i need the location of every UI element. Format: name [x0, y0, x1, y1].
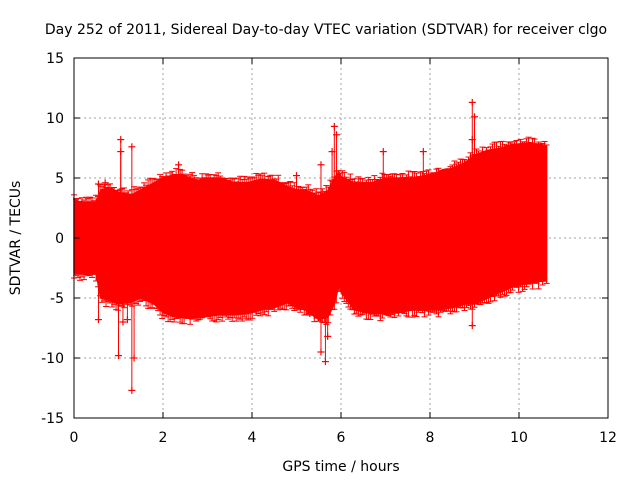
y-tick-label: -10	[41, 351, 64, 367]
y-tick-label: 5	[55, 171, 64, 187]
y-tick-label: 0	[55, 231, 64, 247]
x-tick-label: 8	[426, 430, 435, 446]
x-axis-title: GPS time / hours	[282, 459, 399, 475]
y-tick-label: 10	[46, 111, 64, 127]
y-tick-label: 15	[46, 51, 64, 67]
y-tick-label: -5	[50, 291, 64, 307]
x-tick-label: 0	[70, 430, 79, 446]
x-tick-label: 10	[510, 430, 528, 446]
data-layer	[71, 98, 550, 394]
y-axis-title: SDTVAR / TECUs	[8, 181, 24, 296]
ticks: 0 2 4 6 8 10 12 -15 -10 -5 0 5 10 15	[41, 51, 617, 446]
x-tick-label: 12	[599, 430, 617, 446]
y-tick-label: -15	[41, 411, 64, 427]
x-tick-label: 4	[248, 430, 257, 446]
chart-title: Day 252 of 2011, Sidereal Day-to-day VTE…	[45, 22, 607, 38]
x-tick-label: 2	[159, 430, 168, 446]
x-tick-label: 6	[337, 430, 346, 446]
